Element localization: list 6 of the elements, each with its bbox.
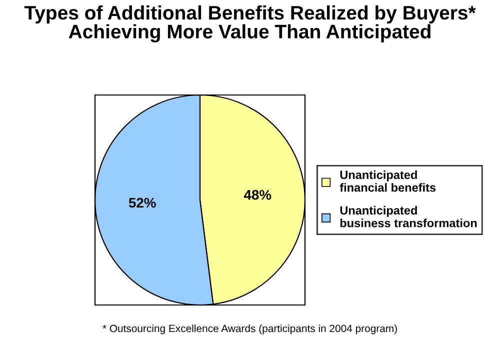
legend-label: Unanticipated financial benefits (340, 170, 436, 192)
data-label: 52% (128, 198, 156, 208)
text: * Outsourcing Excellence Awards (participants in 2004 program) (102, 324, 397, 334)
chart-title: Types of Additional Benefits Realized by Buyers* Achieving More Value Than Anticipated (24, 5, 476, 42)
data-label: 48% (244, 190, 272, 200)
legend-label: Unanticipated business transformation (340, 206, 477, 228)
